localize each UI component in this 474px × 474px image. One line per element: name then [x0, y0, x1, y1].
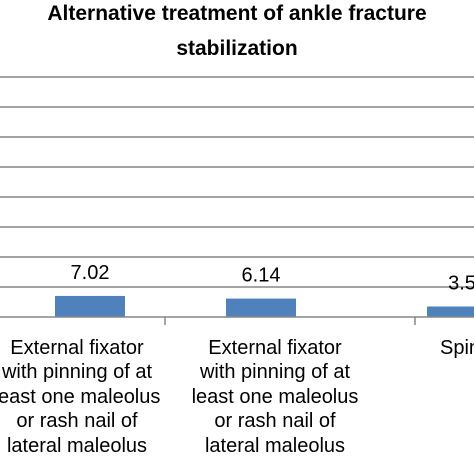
category-label-line: with pinning of at	[199, 361, 351, 384]
category-label-line: Spin	[440, 337, 474, 359]
category-label-line: or rash nail of	[214, 410, 336, 433]
category-axis	[0, 316, 474, 325]
category-label-line: least one maleolus	[0, 385, 161, 408]
bar	[427, 306, 474, 317]
value-labels: 7.02 6.14 3.5	[71, 262, 474, 295]
category-label-line: lateral maleolus	[6, 434, 148, 457]
category-label: External fixator with pinning of at least …	[0, 336, 177, 458]
category-label-line: External fixator	[10, 337, 144, 359]
data-label: 6.14	[242, 265, 281, 287]
category-label-line: least one maleolus	[191, 385, 359, 408]
bar	[55, 295, 125, 317]
category-label-line: or rash nail of	[16, 410, 138, 433]
gridlines	[0, 76, 474, 288]
category-label: External fixator with pinning of at least …	[175, 336, 375, 458]
bar	[226, 298, 296, 317]
chart-title-line-1: Alternative treatment of ankle fracture	[47, 2, 427, 25]
chart-title-line-2: stabilization	[176, 37, 298, 60]
bars	[55, 295, 474, 317]
category-label-line: lateral maleolus	[204, 434, 346, 457]
category-label-line: External fixator	[208, 337, 342, 359]
category-label-line: with pinning of at	[1, 361, 153, 384]
category-label: Spin	[440, 336, 474, 360]
data-label: 7.02	[71, 262, 110, 284]
data-label: 3.5	[448, 273, 474, 295]
